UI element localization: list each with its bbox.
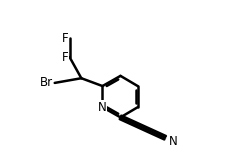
- Text: F: F: [62, 32, 68, 45]
- Text: F: F: [62, 51, 68, 64]
- Text: Br: Br: [40, 76, 53, 89]
- Text: N: N: [98, 101, 106, 114]
- Text: N: N: [168, 135, 177, 148]
